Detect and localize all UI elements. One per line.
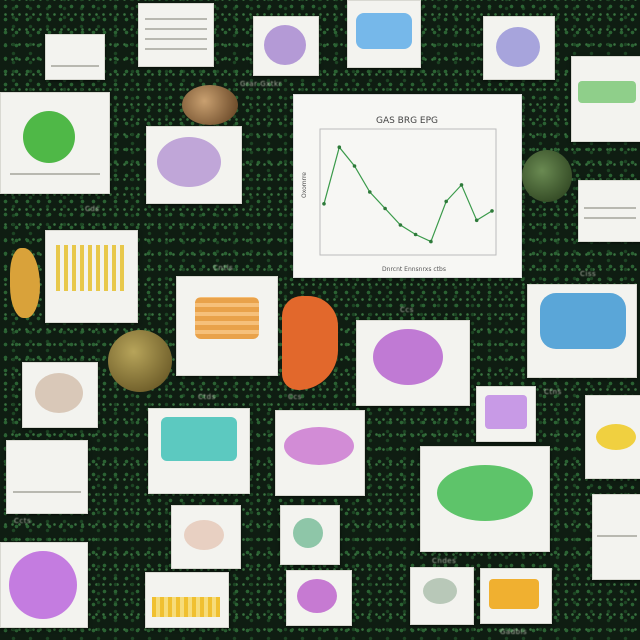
series-line (323, 145, 493, 243)
thumbnail-card (480, 568, 552, 624)
thumbnail-card (347, 0, 421, 68)
thumbnail-card (571, 56, 640, 142)
caption-label: Gadbls (500, 628, 528, 636)
data-point (413, 232, 418, 237)
caption-label: Cntls (213, 264, 234, 272)
data-point (459, 183, 464, 187)
caption-label: Ctns (544, 388, 562, 396)
data-point (322, 202, 326, 206)
thumbnail-card (356, 320, 470, 406)
data-point (429, 239, 433, 244)
data-point (352, 164, 357, 168)
data-point (490, 209, 494, 213)
olive-ball (108, 330, 172, 392)
round-fruit (182, 85, 238, 125)
thumbnail-card (578, 180, 640, 242)
chart-title: GAS BRG EPG (376, 116, 438, 126)
thumbnail-card (280, 505, 340, 565)
chart-plot-frame (319, 128, 497, 256)
thumbnail-card (45, 34, 105, 80)
thumbnail-card (286, 570, 352, 626)
yellow-leaf (10, 248, 40, 318)
line-chart-svg: GAS BRG EPG Dnrcnt Ennsnrxs ctbs Oxomrre (301, 116, 497, 273)
caption-label: Cndes (432, 557, 457, 565)
thumbnail-card (527, 284, 637, 378)
caption-label: Grar Gxtkr (240, 80, 282, 88)
thumbnail-card (592, 494, 640, 580)
caption-label: Ccts (14, 517, 32, 525)
orange-pipe (282, 296, 338, 390)
caption-label: Ccs (288, 393, 302, 401)
thumbnail-card (253, 16, 319, 76)
thumbnail-card (171, 505, 241, 569)
data-point (383, 206, 387, 211)
thumbnail-card (0, 542, 88, 628)
caption-label: Ctds (198, 393, 216, 401)
caption-label: Cds (85, 205, 100, 213)
thumbnail-card (176, 276, 278, 376)
data-point (368, 190, 372, 194)
thumbnail-card (275, 410, 365, 496)
data-point (444, 199, 448, 204)
thumbnail-card (22, 362, 98, 428)
thumbnail-card (45, 230, 138, 323)
thumbnail-card (148, 408, 250, 494)
caption-label: Ccs (400, 306, 414, 314)
thumbnail-card (146, 126, 242, 204)
chart-x-label: Dnrcnt Ennsnrxs ctbs (382, 266, 446, 273)
thumbnail-card (145, 572, 229, 628)
data-point (337, 145, 342, 149)
thumbnail-card (420, 446, 550, 552)
green-fruit (522, 150, 572, 202)
thumbnail-card (585, 395, 640, 479)
thumbnail-card (0, 92, 110, 194)
thumbnail-card (476, 386, 536, 442)
caption-label: Ciss (580, 270, 597, 278)
chart-y-label: Oxomrre (301, 172, 308, 198)
data-point (398, 223, 403, 227)
thumbnail-card (138, 3, 214, 67)
thumbnail-card (410, 567, 474, 625)
main-line-chart: GAS BRG EPG Dnrcnt Ennsnrxs ctbs Oxomrre (293, 94, 522, 278)
thumbnail-card (6, 440, 88, 514)
thumbnail-card (483, 16, 555, 80)
data-point (474, 218, 479, 223)
